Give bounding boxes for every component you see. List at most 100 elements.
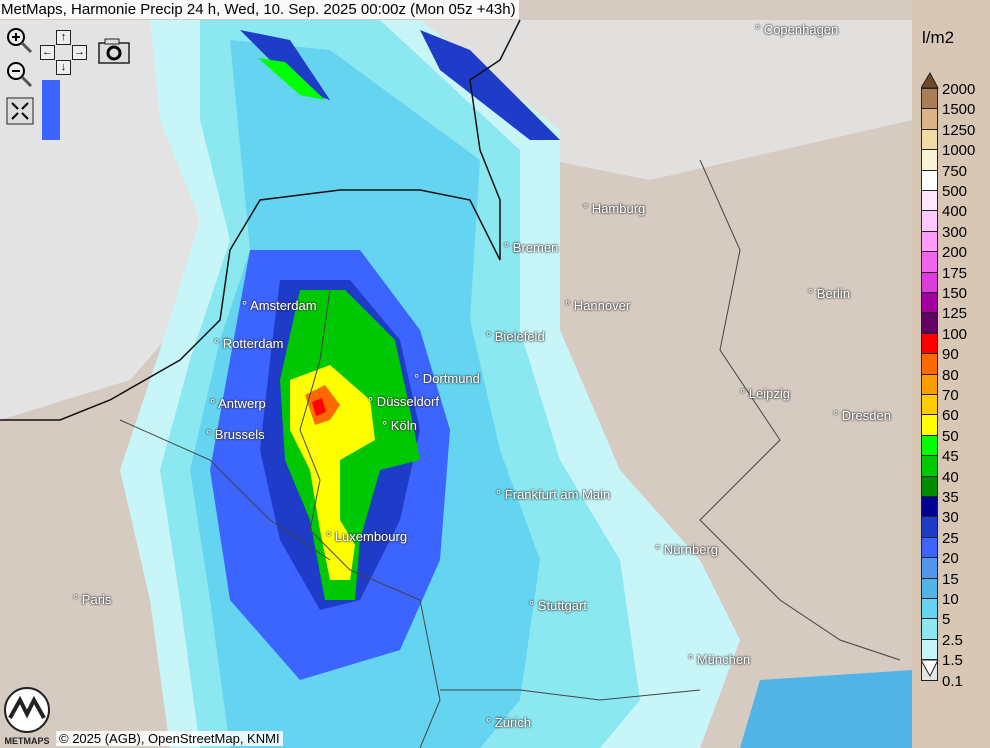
city-label: ° Copenhagen [755, 22, 839, 37]
legend-color-box [921, 169, 938, 191]
legend-color-box [921, 638, 938, 661]
legend-color-box [921, 577, 938, 599]
legend-label: 1.5 [942, 652, 963, 670]
legend-color-box [921, 516, 938, 538]
legend-label: 100 [942, 325, 968, 343]
pan-down-button[interactable]: ↓ [56, 60, 71, 75]
city-label: ° Hamburg [583, 201, 646, 216]
border [299, 289, 441, 748]
legend-color-box [921, 210, 938, 232]
legend-color-box [921, 434, 938, 457]
legend-label: 175 [942, 264, 968, 282]
legend-color-box [921, 373, 938, 395]
legend-color-box [921, 332, 938, 355]
legend-color-box [921, 557, 938, 579]
legend-color-box [921, 496, 938, 518]
city-label: ° Frankfurt am Main [496, 487, 611, 502]
svg-text:METMAPS: METMAPS [5, 736, 50, 746]
legend-color-box [921, 598, 938, 620]
legend-color-box [921, 394, 938, 416]
precip-zone [258, 58, 325, 100]
border [119, 419, 331, 561]
city-label: ° Antwerp [210, 396, 266, 411]
legend-color-box [921, 312, 938, 334]
legend-color-box [921, 536, 938, 559]
legend-color-box [921, 455, 938, 477]
legend-label: 40 [942, 468, 959, 486]
legend-label: 1000 [942, 142, 976, 160]
precip-zone [740, 670, 912, 748]
legend-label: 10 [942, 591, 959, 608]
border [440, 689, 701, 701]
zoom-out-icon [7, 62, 33, 88]
map-title: MetMaps, Harmonie Precip 24 h, Wed, 10. … [0, 0, 519, 19]
fullscreen-icon [6, 97, 34, 125]
legend-label: 125 [942, 305, 968, 323]
city-label: ° Nürnberg [655, 542, 719, 557]
pan-left-button[interactable]: ← [40, 45, 55, 60]
metmaps-logo: METMAPS [2, 686, 52, 746]
legend-label: 1500 [942, 101, 976, 119]
city-label: ° Rotterdam [214, 336, 284, 351]
city-label: ° Köln [382, 418, 417, 433]
legend-label: 25 [942, 529, 959, 547]
legend-label: 30 [942, 509, 959, 527]
legend-unit: l/m2 [922, 28, 955, 47]
precip-layer [0, 19, 912, 748]
legend-label: 70 [942, 387, 959, 404]
city-label: ° Amsterdam [242, 298, 317, 313]
city-label: ° München [688, 652, 751, 667]
legend-label: 50 [942, 427, 959, 445]
precip-legend: l/m2 2000 1500 1250 1000 750 500 400 300 200 175 1… [912, 0, 990, 748]
zoom-in-icon [7, 28, 33, 54]
city-label: ° Düsseldorf [368, 394, 439, 409]
city-label: ° Berlin [808, 286, 851, 301]
city-label: ° Brussels [206, 427, 265, 442]
legend-color-box [921, 149, 938, 171]
precipitation-map[interactable]: MetMaps, Harmonie Precip 24 h, Wed, 10. … [0, 0, 912, 748]
city-label: ° Hannover [565, 298, 631, 313]
city-label: ° Paris [73, 592, 112, 607]
precip-zone [42, 80, 60, 140]
legend-label: 20 [942, 550, 959, 568]
camera-icon [98, 38, 130, 64]
city-label: ° Dortmund [414, 371, 480, 386]
legend-color-box [921, 414, 938, 436]
legend-top-arrow-icon [921, 72, 939, 89]
legend-color-box [921, 271, 938, 293]
legend-color-box [921, 88, 938, 110]
pan-arrows-icon: ↑ ← → ↓ [40, 30, 88, 76]
legend-color-box [921, 230, 938, 253]
legend-label: 150 [942, 285, 968, 302]
legend-label: 400 [942, 203, 968, 221]
pan-up-button[interactable]: ↑ [56, 30, 71, 45]
legend-label: 80 [942, 366, 959, 384]
city-label: ° Bremen [504, 240, 559, 255]
legend-color-box [921, 128, 938, 151]
city-label: ° Stuttgart [529, 598, 587, 613]
legend-label: 90 [942, 346, 959, 364]
precip-zone [312, 398, 326, 416]
pan-right-button[interactable]: → [72, 45, 87, 60]
legend-color-box [921, 292, 938, 314]
legend-label: 1250 [942, 121, 976, 139]
border [699, 159, 901, 661]
legend-label: 300 [942, 223, 968, 241]
copyright-text: © 2025 (AGB), OpenStreetMap, KNMI [56, 731, 283, 746]
legend-label: 0.1 [942, 672, 963, 690]
legend-label: 200 [942, 244, 968, 262]
coastline [0, 249, 231, 421]
legend-color-box [921, 251, 938, 273]
city-label: ° Bielefeld [486, 329, 545, 344]
legend-label: 2.5 [942, 631, 963, 649]
city-label: ° Zürich [486, 715, 531, 730]
legend-color-box [921, 353, 938, 375]
city-label: ° Leipzig [740, 386, 791, 401]
legend-label: 45 [942, 448, 959, 466]
legend-label: 750 [942, 162, 968, 180]
legend-label: 60 [942, 407, 959, 425]
precip-zone [420, 30, 560, 140]
legend-label: 15 [942, 570, 959, 588]
legend-bottom-arrow-icon [921, 660, 939, 677]
legend-label: 2000 [942, 81, 976, 98]
